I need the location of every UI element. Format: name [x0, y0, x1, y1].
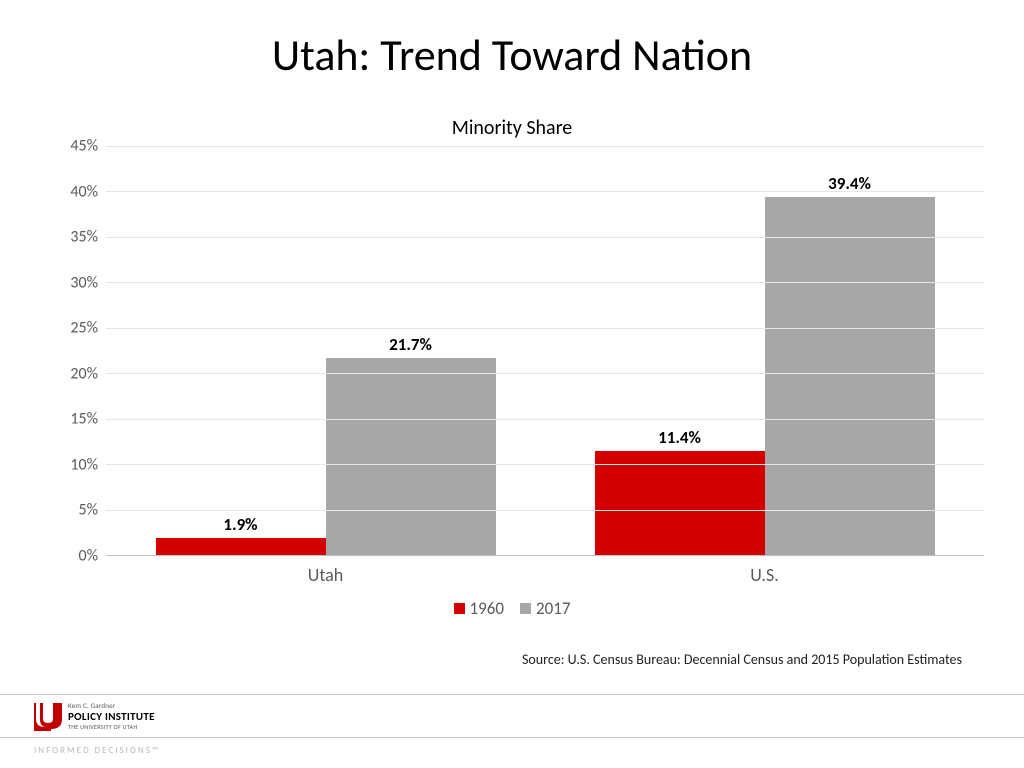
y-axis: 0%5%10%15%20%25%30%35%40%45%	[42, 146, 98, 556]
y-tick-label: 35%	[42, 228, 98, 247]
legend: 1960 2017	[0, 598, 1024, 619]
gridline	[106, 237, 984, 238]
legend-swatch-icon	[520, 603, 531, 614]
gridline	[106, 419, 984, 420]
y-tick-label: 45%	[42, 137, 98, 156]
chart-area: 0%5%10%15%20%25%30%35%40%45% 1.9%21.7%11…	[60, 146, 984, 556]
y-tick-label: 40%	[42, 182, 98, 201]
x-axis-labels: UtahU.S.	[106, 556, 984, 586]
gridline	[106, 282, 984, 283]
bar: 21.7%	[326, 358, 496, 555]
legend-swatch-icon	[454, 603, 465, 614]
bar: 1.9%	[156, 538, 326, 555]
bar-value-label: 11.4%	[595, 427, 765, 448]
y-tick-label: 0%	[42, 547, 98, 566]
utah-u-logo-icon	[34, 701, 62, 731]
org-sub: THE UNIVERSITY OF UTAH	[68, 723, 155, 731]
footer-bar: Kem C. Gardner POLICY INSTITUTE THE UNIV…	[0, 694, 1024, 738]
gridline	[106, 510, 984, 511]
bar: 39.4%	[765, 197, 935, 555]
y-tick-label: 25%	[42, 319, 98, 338]
gridline	[106, 146, 984, 147]
org-top: Kem C. Gardner	[68, 701, 155, 710]
plot-area: 1.9%21.7%11.4%39.4%	[106, 146, 984, 556]
tagline: INFORMED DECISIONS™	[34, 745, 160, 756]
bar-group: 1.9%21.7%	[106, 146, 545, 555]
source-note: Source: U.S. Census Bureau: Decennial Ce…	[522, 651, 962, 668]
bar-value-label: 21.7%	[326, 334, 496, 355]
org-main: POLICY INSTITUTE	[68, 710, 155, 723]
chart-subtitle: Minority Share	[0, 116, 1024, 140]
gridline	[106, 191, 984, 192]
bar-value-label: 1.9%	[156, 514, 326, 535]
y-tick-label: 30%	[42, 273, 98, 292]
y-tick-label: 10%	[42, 455, 98, 474]
gridline	[106, 464, 984, 465]
y-tick-label: 20%	[42, 364, 98, 383]
legend-label: 1960	[470, 598, 504, 619]
y-tick-label: 5%	[42, 501, 98, 520]
bar-group: 11.4%39.4%	[545, 146, 984, 555]
gridline	[106, 328, 984, 329]
bar: 11.4%	[595, 451, 765, 555]
y-tick-label: 15%	[42, 410, 98, 429]
legend-item: 2017	[520, 598, 570, 619]
gridline	[106, 373, 984, 374]
legend-label: 2017	[536, 598, 570, 619]
slide-title: Utah: Trend Toward Nation	[0, 0, 1024, 82]
legend-item: 1960	[454, 598, 504, 619]
x-tick-label: U.S.	[545, 564, 984, 586]
bars-row: 1.9%21.7%11.4%39.4%	[106, 146, 984, 555]
x-tick-label: Utah	[106, 564, 545, 586]
logo-text: Kem C. Gardner POLICY INSTITUTE THE UNIV…	[68, 701, 155, 731]
